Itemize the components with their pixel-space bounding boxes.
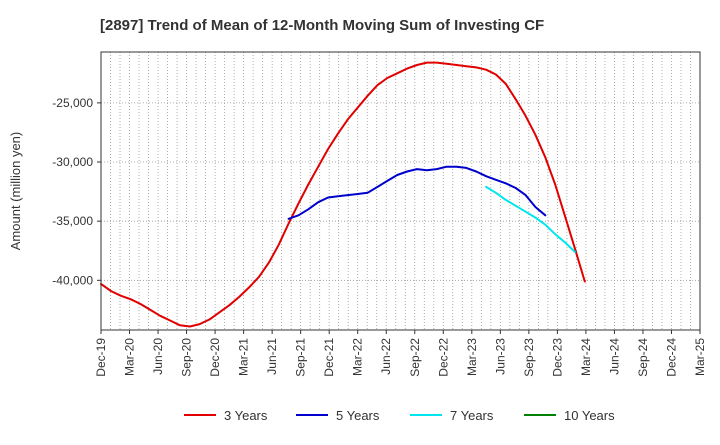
legend-label: 5 Years — [336, 408, 380, 423]
x-tick-label: Sep-24 — [636, 338, 650, 377]
grid-layer — [101, 52, 700, 330]
x-tick-label: Sep-23 — [522, 338, 536, 377]
x-tick-label: Dec-22 — [436, 338, 450, 377]
x-tick-label: Sep-22 — [408, 338, 422, 377]
series-line-5-years — [287, 165, 547, 220]
legend-item: 3 Years — [184, 408, 268, 423]
x-tick-label: Mar-20 — [123, 338, 137, 376]
x-tick-label: Jun-21 — [265, 338, 279, 375]
y-tick-label: -30,000 — [52, 155, 93, 169]
plot-border — [100, 51, 701, 331]
x-tick-label: Dec-20 — [208, 338, 222, 377]
x-tick-label: Mar-24 — [579, 338, 593, 376]
x-tick-label: Jun-24 — [607, 338, 621, 375]
x-tick-label: Dec-21 — [322, 338, 336, 377]
axis-layer: -40,000 -35,000 -30,000 -25,000 Dec-19 Mar-20… — [52, 51, 707, 377]
x-tick-label: Dec-19 — [94, 338, 108, 377]
x-tick-label: Sep-20 — [180, 338, 194, 377]
chart-title: [2897] Trend of Mean of 12-Month Moving … — [100, 17, 544, 34]
series-layer — [100, 61, 586, 328]
legend-label: 7 Years — [450, 408, 494, 423]
legend: 3 Years 5 Years 7 Years 10 Years — [184, 408, 615, 423]
legend-label: 10 Years — [564, 408, 615, 423]
x-tick-label: Mar-23 — [465, 338, 479, 376]
y-tick-label: -35,000 — [52, 214, 93, 228]
legend-item: 10 Years — [524, 408, 615, 423]
x-tick-label: Jun-22 — [379, 338, 393, 375]
x-tick-label: Dec-24 — [664, 338, 678, 377]
y-tick-label: -40,000 — [52, 273, 93, 287]
legend-item: 5 Years — [296, 408, 380, 423]
legend-label: 3 Years — [224, 408, 268, 423]
x-tick-label: Jun-23 — [493, 338, 507, 375]
y-axis-label: Amount (million yen) — [8, 132, 23, 251]
plot-area — [101, 52, 700, 330]
legend-item: 7 Years — [410, 408, 494, 423]
x-tick-label: Mar-25 — [693, 338, 707, 376]
series-line-7-years — [485, 185, 576, 253]
x-tick-label: Sep-21 — [294, 338, 308, 377]
y-tick-label: -25,000 — [52, 96, 93, 110]
x-tick-label: Mar-22 — [351, 338, 365, 376]
x-tick-label: Dec-23 — [550, 338, 564, 377]
series-line-3-years — [100, 61, 586, 328]
x-tick-label: Mar-21 — [237, 338, 251, 376]
x-tick-label: Jun-20 — [151, 338, 165, 375]
